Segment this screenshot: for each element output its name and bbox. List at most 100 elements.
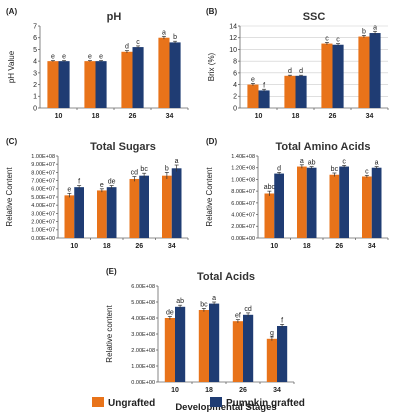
chart-title: Total Amino Acids [276,141,371,153]
significance-letter: de [108,179,116,186]
significance-letter: e [62,54,66,61]
y-tick-label: 4.00E+08 [131,316,155,322]
y-tick-label: 4.00E+07 [31,203,55,209]
legend-swatch-ungrafted [92,397,104,407]
chart-panel: (D) Total Amino Acids 0.00E+00 2.00E+07 4.00… [205,137,389,250]
y-tick-label: 6.00E+08 [131,284,155,290]
bar [369,33,381,108]
x-tick-label: 10 [171,387,179,394]
y-tick-label: 6 [233,70,237,77]
y-axis-label: Relative content [105,305,114,363]
y-tick-label: 0 [233,105,237,112]
bar [297,166,307,238]
x-tick-label: 10 [55,113,63,120]
bar [164,318,175,382]
y-tick-label: 0.00E+00 [31,236,55,242]
significance-letter: f [263,82,265,89]
significance-letter: ab [176,298,184,305]
bar [47,61,59,108]
x-tick-label: 26 [239,387,247,394]
bar [321,43,333,109]
bar [58,61,70,108]
significance-letter: ef [235,313,241,320]
y-tick-label: 6.00E+07 [31,187,55,193]
bar [139,175,149,238]
significance-letter: e [99,54,103,61]
x-tick-label: 34 [368,243,376,250]
bar [209,303,220,382]
y-tick-label: 4 [233,82,237,89]
bar [162,175,172,238]
chart-panel: (C) Total Sugars 0.00E+00 1.00E+07 2.00E+07 3… [5,137,189,250]
x-tick-label: 18 [303,243,311,250]
x-tick-label: 26 [129,113,137,120]
x-tick-label: 34 [168,243,176,250]
bar [258,90,270,108]
significance-letter: c [342,158,346,165]
chart-panel: (B) SSC 0 2 4 6 8 10 12 14 Brix (%) 10 e f 18 d d 26 c c 34 b… [206,7,389,120]
bar [274,173,284,238]
y-tick-label: 5.00E+08 [131,300,155,306]
chart-title: SSC [303,11,326,23]
significance-letter: a [300,158,304,165]
bar [339,166,349,238]
y-tick-label: 0.00E+00 [231,236,255,242]
significance-letter: c [136,39,140,46]
panel-letter: (B) [206,7,217,16]
significance-letter: e [67,186,71,193]
bar [329,174,340,238]
bar [74,187,84,238]
y-tick-label: 12 [229,35,237,42]
y-tick-label: 1.00E+07 [31,228,55,234]
y-axis-label: Brix (%) [207,52,216,81]
y-tick-label: 2 [33,82,37,89]
legend: Ungrafted Pumpkin grafted [92,397,305,409]
bar [277,326,288,382]
x-tick-label: 26 [135,243,143,250]
significance-letter: a [175,158,179,165]
significance-letter: c [365,168,369,175]
y-tick-label: 2.00E+07 [231,224,255,230]
x-tick-label: 34 [166,113,174,120]
bar [84,61,96,108]
significance-letter: e [88,54,92,61]
significance-letter: e [251,76,255,83]
significance-letter: bc [140,166,148,173]
y-tick-label: 9.00E+07 [31,162,55,168]
y-tick-label: 5.00E+07 [31,195,55,201]
bar [358,36,370,108]
chart-panel: (E) Total Acids 0.00E+00 1.00E+08 2.00E+08 3.… [105,267,295,413]
legend-swatch-grafted [210,397,222,407]
x-tick-label: 10 [270,243,278,250]
x-tick-label: 18 [92,113,100,120]
bar [266,338,277,382]
chart-title: Total Sugars [90,141,156,153]
significance-letter: f [78,179,80,186]
y-tick-label: 1.20E+08 [231,166,255,172]
y-tick-label: 2.00E+07 [31,220,55,226]
significance-letter: d [125,44,129,51]
y-tick-label: 1.00E+08 [31,154,55,160]
significance-letter: a [373,24,377,31]
bar [158,37,170,108]
significance-letter: c [325,35,329,42]
bar [295,75,307,108]
significance-letter: d [288,68,292,75]
significance-letter: bc [331,166,339,173]
y-tick-label: 3.00E+07 [31,211,55,217]
y-tick-label: 10 [229,47,237,54]
bar [247,84,259,108]
y-tick-label: 8.00E+07 [231,189,255,195]
bar [264,193,275,238]
significance-letter: d [299,68,303,75]
y-tick-label: 6.00E+07 [231,201,255,207]
legend-label-grafted: Pumpkin grafted [226,398,305,409]
x-tick-label: 26 [335,243,343,250]
y-tick-label: 8 [233,59,237,66]
y-tick-label: 7.00E+07 [31,179,55,185]
y-tick-label: 8.00E+07 [31,170,55,176]
bar [132,47,144,108]
bar [306,167,317,238]
